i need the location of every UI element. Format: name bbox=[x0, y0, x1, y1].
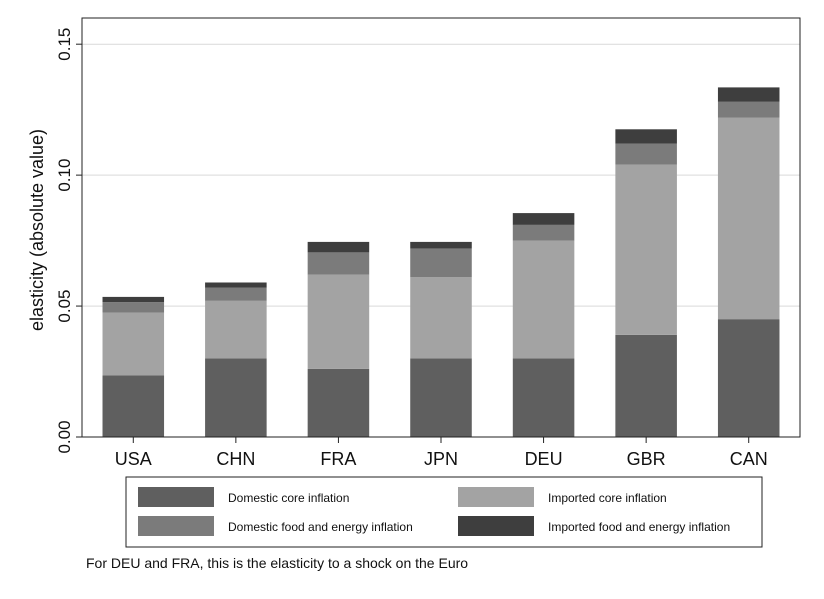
bars bbox=[102, 87, 780, 437]
bar-segment bbox=[410, 277, 472, 359]
bar-segment bbox=[205, 358, 267, 437]
bar-segment bbox=[410, 241, 472, 249]
bar-segment bbox=[307, 241, 370, 253]
y-tick-label: 0.00 bbox=[55, 420, 74, 453]
x-tick-label: GBR bbox=[627, 449, 666, 469]
bar-segment bbox=[717, 117, 780, 320]
y-axis: 0.00 0.05 0.10 0.15 bbox=[55, 18, 83, 454]
bar-segment bbox=[102, 302, 165, 313]
stacked-bar-chart: 0.00 0.05 0.10 0.15 USA CHN FRA JPN DEU GBR CAN e… bbox=[27, 17, 801, 548]
bar-segment bbox=[717, 87, 780, 102]
bar-segment bbox=[205, 300, 267, 359]
bar-segment bbox=[307, 368, 370, 437]
bar-segment bbox=[512, 358, 575, 437]
legend-box bbox=[125, 476, 763, 548]
legend: Domestic core inflation Imported core inf… bbox=[125, 476, 763, 548]
bar-segment bbox=[102, 312, 165, 376]
legend-label: Domestic food and energy inflation bbox=[228, 520, 413, 534]
legend-label: Domestic core inflation bbox=[228, 491, 349, 505]
x-tick-label: JPN bbox=[424, 449, 458, 469]
x-tick-label: CHN bbox=[216, 449, 255, 469]
bar-segment bbox=[205, 282, 267, 288]
bar-segment bbox=[615, 334, 677, 437]
bar-segment bbox=[615, 143, 677, 165]
bar-segment bbox=[512, 240, 575, 359]
bar-segment bbox=[102, 375, 165, 437]
bar-segment bbox=[512, 213, 575, 225]
bar-segment bbox=[717, 319, 780, 437]
bar-segment bbox=[512, 224, 575, 241]
bar-segment bbox=[102, 296, 165, 303]
x-tick-label: CAN bbox=[730, 449, 768, 469]
y-tick-label: 0.05 bbox=[55, 290, 74, 323]
y-axis-label: elasticity (absolute value) bbox=[27, 129, 47, 331]
bar-segment bbox=[410, 358, 472, 437]
legend-swatch bbox=[138, 516, 214, 536]
legend-swatch bbox=[458, 487, 534, 507]
bar-segment bbox=[615, 164, 677, 335]
legend-label: Imported core inflation bbox=[548, 491, 667, 505]
legend-label: Imported food and energy inflation bbox=[548, 520, 730, 534]
x-tick-label: USA bbox=[115, 449, 152, 469]
legend-swatch bbox=[138, 487, 214, 507]
bar-segment bbox=[410, 248, 472, 278]
bar-segment bbox=[205, 287, 267, 301]
bar-segment bbox=[307, 252, 370, 275]
bar-segment bbox=[717, 101, 780, 118]
footnote: For DEU and FRA, this is the elasticity … bbox=[86, 555, 469, 571]
bar-segment bbox=[307, 274, 370, 369]
x-tick-label: DEU bbox=[525, 449, 563, 469]
y-tick-label: 0.10 bbox=[55, 159, 74, 192]
y-tick-label: 0.15 bbox=[55, 28, 74, 61]
bar-segment bbox=[615, 129, 677, 144]
x-tick-label: FRA bbox=[320, 449, 356, 469]
x-axis: USA CHN FRA JPN DEU GBR CAN bbox=[115, 437, 768, 469]
legend-swatch bbox=[458, 516, 534, 536]
